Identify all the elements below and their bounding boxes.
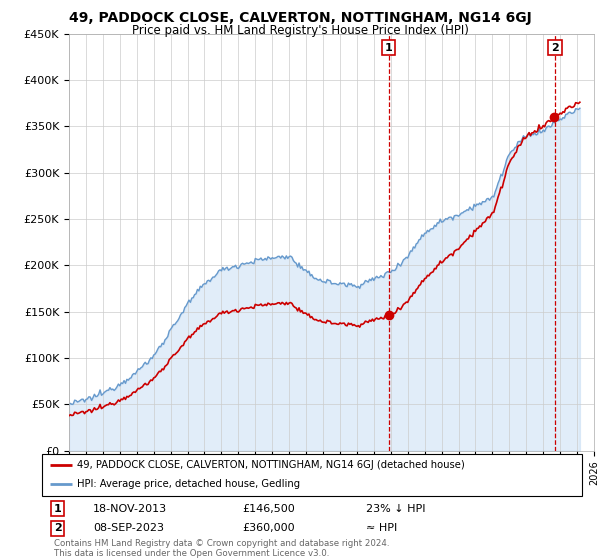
Text: 23% ↓ HPI: 23% ↓ HPI [366, 504, 425, 514]
Text: 1: 1 [385, 43, 392, 53]
Text: 08-SEP-2023: 08-SEP-2023 [94, 523, 164, 533]
Text: 49, PADDOCK CLOSE, CALVERTON, NOTTINGHAM, NG14 6GJ: 49, PADDOCK CLOSE, CALVERTON, NOTTINGHAM… [68, 11, 532, 25]
Text: Price paid vs. HM Land Registry's House Price Index (HPI): Price paid vs. HM Land Registry's House … [131, 24, 469, 36]
Text: HPI: Average price, detached house, Gedling: HPI: Average price, detached house, Gedl… [77, 479, 300, 489]
Text: 49, PADDOCK CLOSE, CALVERTON, NOTTINGHAM, NG14 6GJ (detached house): 49, PADDOCK CLOSE, CALVERTON, NOTTINGHAM… [77, 460, 465, 470]
Text: £360,000: £360,000 [242, 523, 295, 533]
Text: 18-NOV-2013: 18-NOV-2013 [94, 504, 167, 514]
FancyBboxPatch shape [42, 454, 582, 496]
Text: 1: 1 [54, 504, 62, 514]
Text: 2: 2 [54, 523, 62, 533]
Text: 2: 2 [551, 43, 559, 53]
Text: £146,500: £146,500 [242, 504, 295, 514]
Text: Contains HM Land Registry data © Crown copyright and database right 2024.
This d: Contains HM Land Registry data © Crown c… [54, 539, 389, 558]
Text: ≈ HPI: ≈ HPI [366, 523, 397, 533]
